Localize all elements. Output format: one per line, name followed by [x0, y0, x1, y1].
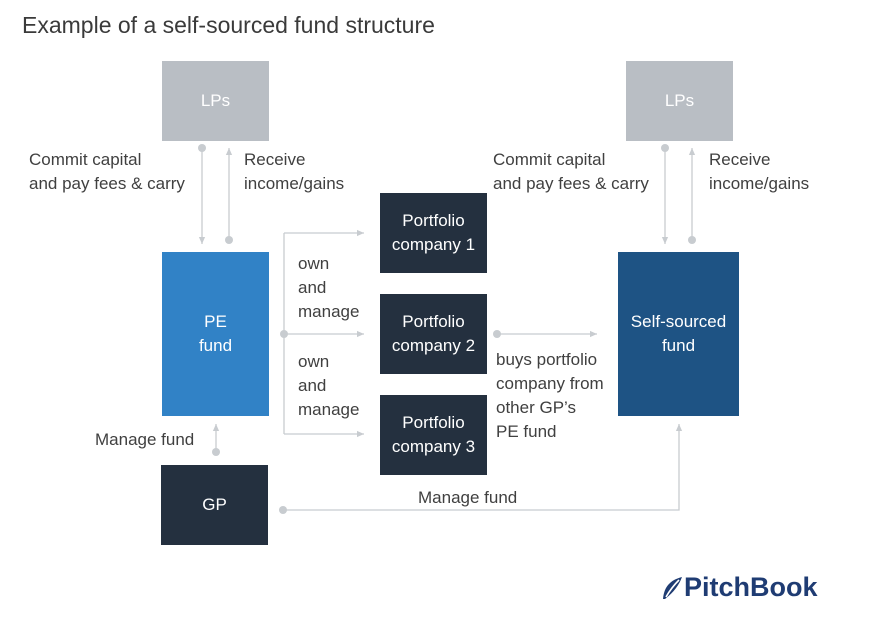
own-and-manage-label-2: own and manage [298, 352, 360, 419]
portfolio-company-2-box: Portfolio company 2 [380, 294, 487, 374]
receive-income-label-right: Receive income/gains [709, 150, 810, 193]
lps-left-label: LPs [200, 91, 231, 110]
manage-fund-label-left: Manage fund [95, 430, 195, 449]
receive-income-label-left: Receive income/gains [244, 150, 345, 193]
portfolio-company-2-label: Portfolio company 2 [391, 312, 476, 355]
manage-fund-label-bottom: Manage fund [418, 488, 518, 507]
pitchbook-logo: PitchBook [660, 572, 818, 603]
pitchbook-logo-text: PitchBook [684, 572, 818, 602]
pe-fund-box: PE fund [162, 252, 269, 416]
diagram-title: Example of a self-sourced fund structure [22, 12, 435, 38]
own-and-manage-label-1: own and manage [298, 254, 360, 321]
portfolio-company-1-box: Portfolio company 1 [380, 193, 487, 273]
lps-left-box: LPs [162, 61, 269, 141]
commit-capital-label-left: Commit capital and pay fees & carry [29, 150, 185, 193]
gp-manage-arrow-bottom [283, 424, 683, 511]
portfolio-company-3-label: Portfolio company 3 [391, 413, 476, 456]
self-sourced-fund-box: Self-sourced fund [618, 252, 739, 416]
buys-portfolio-label: buys portfolio company from other GP’s P… [496, 350, 604, 441]
gp-box: GP [161, 465, 268, 545]
self-sourced-fund-label: Self-sourced fund [630, 312, 727, 355]
lps-right-box: LPs [626, 61, 733, 141]
pitchbook-leaf-icon [663, 576, 682, 599]
portfolio-company-3-box: Portfolio company 3 [380, 395, 487, 475]
pe-fund-label: PE fund [198, 312, 233, 355]
commit-capital-label-right: Commit capital and pay fees & carry [493, 150, 649, 193]
gp-label: GP [202, 495, 227, 514]
lps-right-label: LPs [664, 91, 695, 110]
portfolio-company-1-label: Portfolio company 1 [391, 211, 476, 254]
